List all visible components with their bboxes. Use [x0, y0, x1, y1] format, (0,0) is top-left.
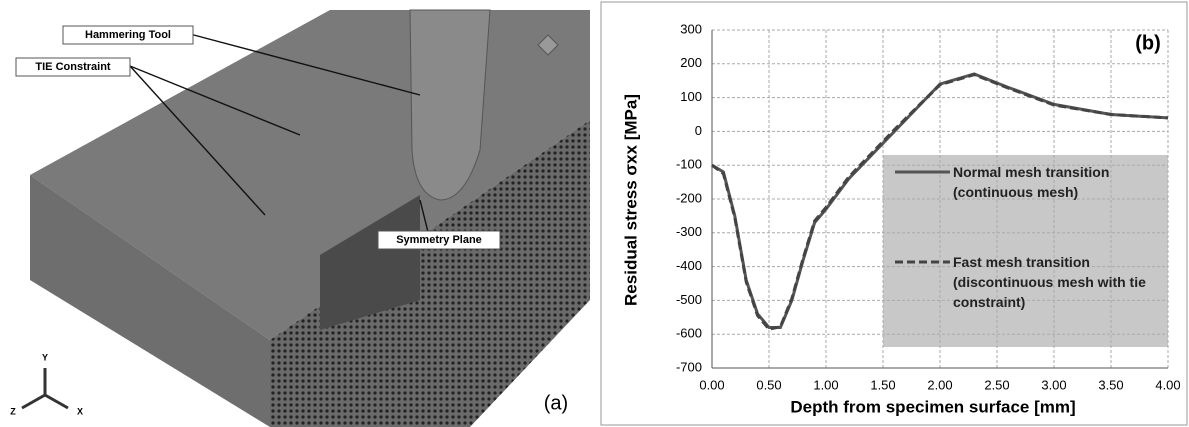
y-tick-label: -400 [676, 258, 702, 273]
x-axis-title: Depth from specimen surface [mm] [790, 397, 1075, 416]
annotation: TIE Constraint [35, 61, 111, 73]
y-tick-label: -300 [676, 224, 702, 239]
x-tick-label: 3.00 [1041, 377, 1066, 392]
x-tick-label: 4.00 [1155, 377, 1180, 392]
x-tick-label: 2.50 [984, 377, 1009, 392]
arrows [129, 33, 429, 233]
y-tick-label: 200 [680, 55, 702, 70]
y-axis-title: Residual stress σxx [MPa] [621, 94, 640, 306]
y-tick-label: -200 [676, 190, 702, 205]
label-boxes [15, 25, 501, 250]
legend-box [883, 155, 1168, 347]
x-tick-label: 0.50 [756, 377, 781, 392]
x-tick-label: 1.50 [870, 377, 895, 392]
legend-label: Fast mesh transition (discontinuous mesh… [953, 254, 1146, 310]
annotation: Hammering Tool [85, 29, 171, 41]
annotation: Symmetry Plane [396, 234, 482, 246]
axis-label: Y [42, 352, 48, 362]
chart-title: (b) [1135, 32, 1161, 54]
y-tick-label: -500 [676, 292, 702, 307]
y-tick-label: -700 [676, 359, 702, 374]
y-tick-label: 300 [680, 21, 702, 36]
series-line [711, 73, 1169, 331]
x-tick-label: 3.50 [1098, 377, 1123, 392]
x-tick-label: 0.00 [699, 377, 724, 392]
y-tick-label: -100 [676, 157, 702, 172]
axis-label: Z [10, 406, 16, 416]
panel-label: (a) [544, 392, 568, 414]
x-tick-label: 1.00 [813, 377, 838, 392]
x-tick-label: 2.00 [927, 377, 952, 392]
y-tick-label: -600 [676, 326, 702, 341]
legend-label: Normal mesh transition (continuous mesh) [953, 164, 1110, 200]
axis-label: X [77, 406, 83, 416]
fem-model [30, 9, 590, 427]
y-tick-label: 0 [695, 123, 702, 138]
y-tick-label: 100 [680, 89, 702, 104]
triad [21, 368, 69, 410]
